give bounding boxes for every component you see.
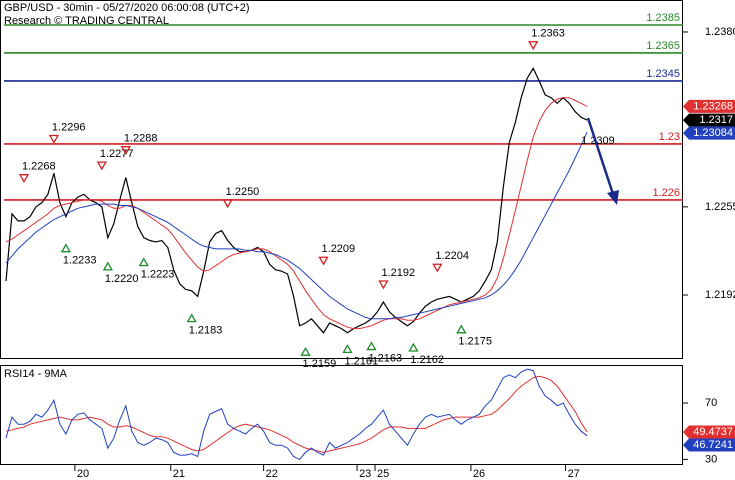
high-marker — [432, 263, 443, 273]
high-label: 1.2277 — [100, 148, 134, 160]
low-label: 1.2162 — [410, 354, 444, 366]
low-marker — [60, 243, 72, 253]
low-label: 1.2233 — [63, 255, 97, 267]
series-line — [5, 375, 588, 453]
price-label: 1.2309 — [581, 135, 615, 147]
value-tag-label: 49.4737 — [693, 426, 733, 438]
high-marker — [48, 134, 60, 144]
high-marker — [318, 256, 329, 266]
low-marker — [342, 344, 353, 354]
forecast-arrowhead — [607, 190, 619, 205]
low-label: 1.2223 — [141, 269, 175, 281]
value-tag-label: 1.23084 — [693, 127, 733, 139]
y-tick-label: 70 — [705, 397, 717, 409]
series-line — [5, 97, 588, 330]
low-marker — [300, 346, 311, 356]
y-tick-label: 1.2380 — [705, 26, 735, 38]
low-marker — [366, 341, 377, 351]
x-tick-label: 27 — [568, 468, 580, 480]
high-label: 1.2268 — [22, 161, 56, 173]
x-tick-label: 26 — [473, 468, 485, 480]
forecast-arrow — [586, 117, 615, 195]
high-marker — [378, 280, 389, 290]
value-tag-label: 46.7241 — [693, 439, 733, 451]
high-label: 1.2250 — [226, 186, 260, 198]
y-tick-label: 1.2192 — [705, 289, 735, 301]
level-label: 1.2365 — [646, 40, 680, 52]
value-tag — [683, 99, 735, 113]
x-tick-label: 23 — [359, 468, 371, 480]
x-tick-label: 25 — [377, 468, 389, 480]
chart-title: RSI14 - 9MA — [4, 368, 68, 380]
x-tick-label: 20 — [77, 468, 89, 480]
chart-title: GBP/USD - 30min - 05/27/2020 06:00:08 (U… — [4, 2, 249, 14]
low-label: 1.2161 — [344, 355, 378, 367]
price-panel — [0, 0, 683, 359]
low-marker — [138, 257, 149, 267]
low-label: 1.2163 — [368, 353, 402, 365]
series-line — [5, 131, 588, 320]
low-label: 1.2159 — [303, 358, 337, 370]
series-line — [5, 67, 588, 334]
high-label: 1.2288 — [124, 133, 158, 145]
high-marker — [120, 146, 131, 156]
high-label: 1.2204 — [435, 250, 469, 262]
low-label: 1.2220 — [105, 273, 139, 285]
value-tag-label: 1.23268 — [693, 100, 733, 112]
low-marker — [456, 324, 467, 334]
low-label: 1.2183 — [189, 325, 223, 337]
high-marker — [222, 199, 233, 209]
level-label: 1.2385 — [646, 12, 680, 24]
level-label: 1.226 — [652, 187, 680, 199]
high-label: 1.2192 — [381, 267, 415, 279]
low-label: 1.2175 — [458, 336, 492, 348]
high-marker — [96, 161, 107, 171]
rsi-panel — [0, 365, 683, 465]
y-tick-label: 30 — [705, 453, 717, 465]
series-line — [5, 368, 588, 461]
value-tag — [683, 438, 735, 452]
low-marker — [102, 261, 113, 271]
low-marker — [408, 342, 419, 352]
high-label: 1.2296 — [52, 121, 86, 133]
value-tag — [683, 126, 735, 140]
value-tag — [683, 425, 735, 439]
x-tick-label: 21 — [173, 468, 185, 480]
x-tick-label: 22 — [266, 468, 278, 480]
low-marker — [186, 313, 197, 323]
level-label: 1.2345 — [646, 68, 680, 80]
y-tick-label: 1.2255 — [705, 201, 735, 213]
chart-subtitle: Research © TRADING CENTRAL — [4, 15, 169, 27]
level-label: 1.23 — [659, 131, 680, 143]
high-label: 1.2209 — [322, 243, 356, 255]
high-label: 1.2363 — [531, 28, 565, 40]
high-marker — [18, 174, 30, 184]
value-tag-label: 1.2317 — [699, 114, 733, 126]
high-marker — [528, 41, 539, 51]
value-tag — [683, 113, 735, 127]
plot-layer: GBP/USD - 30min - 05/27/2020 06:00:08 (U… — [4, 2, 735, 480]
